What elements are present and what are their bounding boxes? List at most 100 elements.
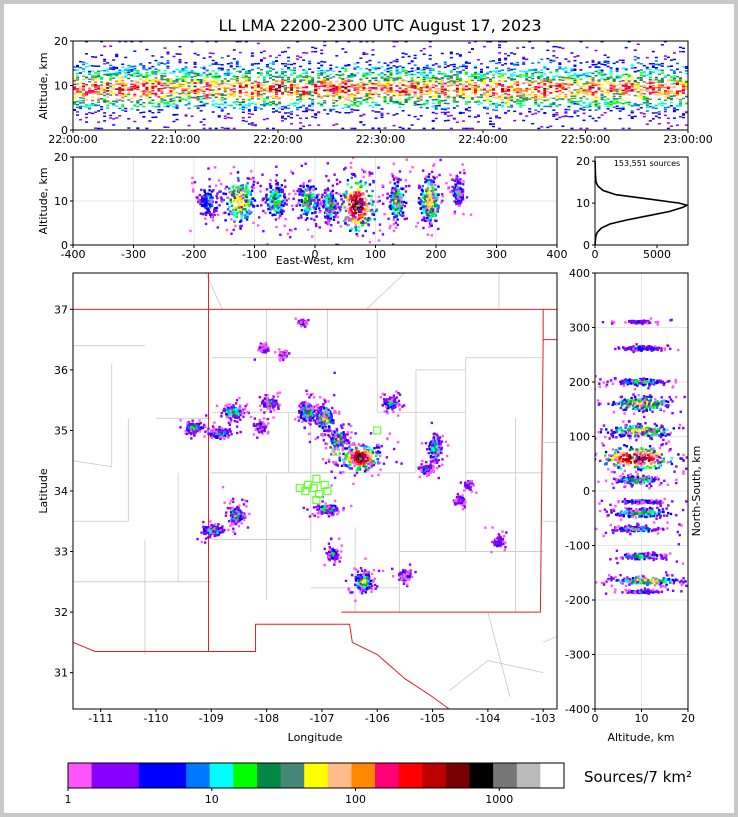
source-pixel <box>256 224 260 227</box>
source-pixel <box>561 79 565 82</box>
source-pixel <box>636 85 640 87</box>
source-pixel <box>281 190 285 193</box>
source-pixel <box>112 67 116 69</box>
source-pixel <box>232 228 235 232</box>
source-pixel <box>223 211 227 215</box>
source-pixel <box>130 66 134 69</box>
source-pixel <box>166 62 170 64</box>
source-pixel <box>169 100 173 103</box>
source-pixel <box>280 200 284 203</box>
source-pixel <box>265 90 269 93</box>
source-pixel <box>567 82 571 85</box>
source-pixel <box>606 60 610 63</box>
source-pixel <box>567 72 571 74</box>
source-pixel <box>106 84 110 86</box>
source-pixel <box>261 198 264 202</box>
source-pixel <box>347 106 351 108</box>
source-pixel <box>332 102 336 104</box>
source-pixel <box>172 70 176 73</box>
source-pixel <box>413 93 417 96</box>
source-pixel <box>208 200 211 204</box>
source-pixel <box>236 171 240 174</box>
source-pixel <box>184 69 188 72</box>
source-pixel <box>672 93 676 95</box>
source-pixel <box>353 96 357 98</box>
source-pixel <box>172 97 176 100</box>
source-pixel <box>205 211 208 214</box>
source-pixel <box>265 64 269 66</box>
source-pixel <box>142 80 146 82</box>
source-pixel <box>181 83 185 86</box>
source-pixel <box>597 66 601 68</box>
source-pixel <box>232 107 236 109</box>
source-pixel <box>525 78 529 80</box>
source-pixel <box>281 85 285 88</box>
source-pixel <box>103 100 107 102</box>
source-pixel <box>247 95 251 98</box>
source-pixel <box>392 124 396 127</box>
source-pixel <box>431 79 435 81</box>
source-pixel <box>331 201 334 204</box>
source-pixel <box>202 95 206 97</box>
source-pixel <box>374 87 378 89</box>
source-pixel <box>386 112 390 115</box>
source-pixel <box>279 211 283 214</box>
source-pixel <box>413 91 417 94</box>
source-pixel <box>281 81 285 84</box>
source-pixel <box>449 84 453 87</box>
source-pixel <box>293 67 297 69</box>
source-pixel <box>534 103 538 105</box>
source-pixel <box>259 83 263 85</box>
source-pixel <box>127 91 131 93</box>
source-pixel <box>124 95 128 97</box>
source-pixel <box>431 90 435 92</box>
source-pixel <box>211 85 215 87</box>
source-pixel <box>220 200 224 203</box>
source-pixel <box>199 82 203 85</box>
source-pixel <box>290 63 294 66</box>
source-pixel <box>660 44 664 46</box>
source-pixel <box>308 75 312 78</box>
source-pixel <box>208 97 212 99</box>
source-pixel <box>549 105 553 108</box>
source-pixel <box>290 111 294 113</box>
source-pixel <box>326 69 330 72</box>
source-pixel <box>250 92 254 95</box>
source-pixel <box>389 71 393 74</box>
source-pixel <box>657 92 661 94</box>
source-pixel <box>145 48 149 51</box>
source-pixel <box>239 191 243 194</box>
source-pixel <box>407 71 411 73</box>
source-pixel <box>332 70 336 73</box>
source-pixel <box>226 62 230 65</box>
source-pixel <box>648 102 652 105</box>
source-pixel <box>561 82 565 85</box>
source-pixel <box>124 41 128 43</box>
source-pixel <box>127 77 131 80</box>
source-pixel <box>106 87 110 89</box>
source-pixel <box>193 75 197 78</box>
source-pixel <box>350 108 354 111</box>
source-pixel <box>519 93 523 96</box>
source-pixel <box>654 93 658 96</box>
source-pixel <box>268 77 272 79</box>
source-pixel <box>431 74 435 77</box>
source-pixel <box>127 69 131 71</box>
source-pixel <box>196 105 200 107</box>
source-pixel <box>501 69 505 71</box>
source-pixel <box>118 115 122 117</box>
source-pixel <box>220 110 224 112</box>
source-pixel <box>534 95 538 98</box>
source-pixel <box>531 83 535 85</box>
source-pixel <box>154 92 158 95</box>
source-pixel <box>657 79 661 82</box>
source-pixel <box>268 90 272 93</box>
source-pixel <box>334 207 337 210</box>
source-pixel <box>449 114 453 117</box>
source-pixel <box>118 73 122 75</box>
source-pixel <box>449 64 453 66</box>
source-pixel <box>549 81 553 84</box>
source-pixel <box>169 94 173 97</box>
source-pixel <box>277 196 280 199</box>
source-pixel <box>244 85 248 88</box>
